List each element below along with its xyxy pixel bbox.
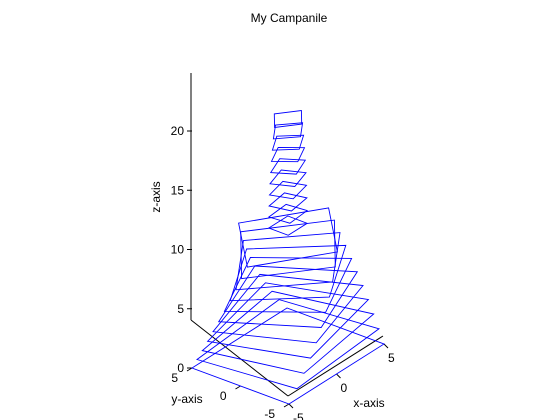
x-tick-label: -5: [293, 411, 304, 420]
axes: [190, 73, 384, 397]
y-tick-label: 0: [220, 389, 227, 403]
y-tick: [186, 367, 193, 372]
campanile-level-7: [229, 244, 347, 302]
campanile-level-1: [195, 299, 381, 390]
campanile-level-19: [272, 122, 304, 140]
y-tick: [283, 403, 290, 408]
campanile-level-3: [206, 282, 370, 359]
y-tick-label: 5: [171, 371, 178, 385]
campanile-level-11: [267, 215, 309, 236]
campanile-level-2: [201, 290, 375, 374]
z-tick-label: 0: [177, 361, 184, 375]
x-tick-label: 0: [341, 381, 348, 395]
y-axis-line: [190, 319, 289, 397]
x-axis-line: [287, 335, 384, 397]
campanile-level-6: [223, 257, 353, 313]
campanile-level-17: [270, 146, 306, 163]
campanile-level-5: [217, 265, 359, 328]
campanile-level-14: [268, 180, 308, 200]
x-axis-label: x-axis: [353, 396, 384, 410]
campanile-level-12: [267, 203, 309, 224]
campanile-level-10: [238, 207, 338, 268]
campanile-level-8: [235, 232, 341, 291]
z-tick-label: 15: [171, 183, 185, 197]
campanile-level-18: [271, 134, 305, 151]
x-tick-label: 5: [388, 351, 395, 365]
z-axis-label: z-axis: [149, 181, 163, 212]
campanile-level-20: [273, 109, 303, 129]
y-tick: [235, 385, 241, 390]
campanile-level-13: [268, 192, 308, 212]
campanile-wireframe: [190, 109, 386, 405]
ticks: [186, 130, 389, 409]
campanile-level-16: [269, 158, 307, 175]
campanile-level-9: [240, 219, 336, 280]
x-tick: [288, 403, 294, 409]
x-tick: [383, 343, 389, 349]
x-tick: [336, 373, 341, 379]
campanile-level-0: [190, 307, 386, 405]
y-axis-label: y-axis: [171, 392, 202, 406]
z-tick-label: 20: [171, 124, 185, 138]
z-tick-label: 10: [171, 243, 185, 257]
y-tick-label: -5: [264, 407, 275, 420]
chart-title: My Campanile: [251, 11, 328, 25]
z-tick-label: 5: [177, 302, 184, 316]
